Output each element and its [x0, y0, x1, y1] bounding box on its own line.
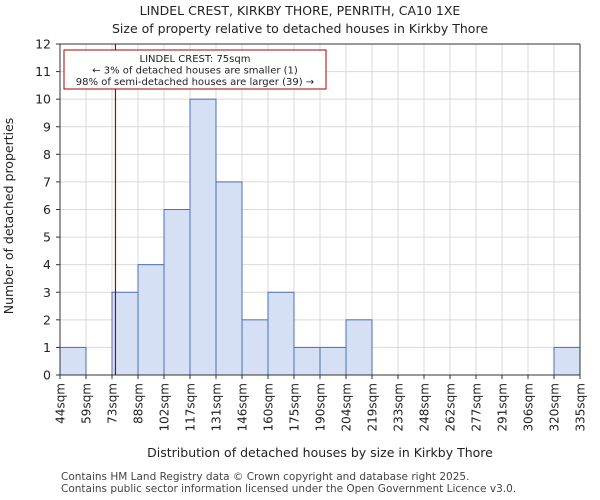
- x-tick-label: 102sqm: [158, 383, 172, 431]
- histogram-bar: [267, 291, 295, 376]
- x-tick-label: 59sqm: [80, 383, 94, 424]
- x-tick-label: 131sqm: [210, 383, 224, 431]
- y-tick-label: 11: [35, 64, 51, 79]
- histogram-bar: [553, 346, 581, 376]
- y-axis-label: Number of detached properties: [1, 118, 16, 315]
- x-axis-ticks: 44sqm 59sqm 73sqm 88sqm 102sqm 117sqm 131sqm 14…: [54, 375, 588, 431]
- footer-copyright: Contains HM Land Registry data © Crown c…: [61, 471, 470, 483]
- x-tick-label: 233sqm: [392, 383, 406, 431]
- y-tick-label: 2: [43, 312, 51, 327]
- y-tick-label: 4: [43, 257, 51, 272]
- x-tick-label: 306sqm: [522, 383, 536, 431]
- x-tick-label: 88sqm: [132, 383, 146, 424]
- y-tick-label: 9: [43, 119, 51, 134]
- histogram-bar: [293, 346, 321, 376]
- x-tick-label: 291sqm: [496, 383, 510, 431]
- annotation-line: ← 3% of detached houses are smaller (1): [92, 66, 298, 77]
- histogram-bar: [137, 264, 165, 376]
- chart-title: Size of property relative to detached ho…: [111, 21, 489, 36]
- chart-title-address: LINDEL CREST, KIRKBY THORE, PENRITH, CA1…: [139, 3, 461, 18]
- x-tick-label: 277sqm: [470, 383, 484, 431]
- x-tick-label: 175sqm: [288, 383, 302, 431]
- y-tick-label: 6: [43, 202, 51, 217]
- histogram-bar: [241, 319, 269, 376]
- x-axis-label: Distribution of detached houses by size …: [147, 445, 493, 460]
- property-marker: LINDEL CREST: 75sqm← 3% of detached hous…: [63, 44, 327, 375]
- x-tick-label: 335sqm: [574, 383, 588, 431]
- histogram-bar: [59, 346, 87, 376]
- footer-licence: Contains public sector information licen…: [61, 483, 517, 495]
- x-tick-label: 320sqm: [548, 383, 562, 431]
- bars: [59, 98, 581, 376]
- x-tick-label: 219sqm: [366, 383, 380, 431]
- histogram-bar: [163, 209, 191, 376]
- x-tick-label: 146sqm: [236, 383, 250, 431]
- y-tick-label: 10: [35, 92, 51, 107]
- y-tick-label: 8: [43, 147, 51, 162]
- histogram-bar: [345, 319, 373, 376]
- y-tick-label: 5: [43, 230, 51, 245]
- x-tick-label: 262sqm: [444, 383, 458, 431]
- y-tick-label: 1: [43, 340, 51, 355]
- histogram-bar: [215, 181, 243, 376]
- x-tick-label: 117sqm: [184, 383, 198, 431]
- x-tick-label: 160sqm: [262, 383, 276, 431]
- x-tick-label: 190sqm: [314, 383, 328, 431]
- y-tick-label: 0: [43, 368, 51, 383]
- y-tick-label: 3: [43, 285, 51, 300]
- x-tick-label: 73sqm: [106, 383, 120, 424]
- x-tick-label: 204sqm: [340, 383, 354, 431]
- histogram-bar: [319, 346, 347, 376]
- annotation-line: LINDEL CREST: 75sqm: [140, 54, 251, 65]
- annotation-line: 98% of semi-detached houses are larger (…: [76, 77, 314, 88]
- x-tick-label: 44sqm: [54, 383, 68, 424]
- y-tick-label: 12: [35, 37, 51, 52]
- y-tick-label: 7: [43, 174, 51, 189]
- histogram-bar: [189, 98, 217, 376]
- x-tick-label: 248sqm: [418, 383, 432, 431]
- annotation-box: [63, 49, 327, 90]
